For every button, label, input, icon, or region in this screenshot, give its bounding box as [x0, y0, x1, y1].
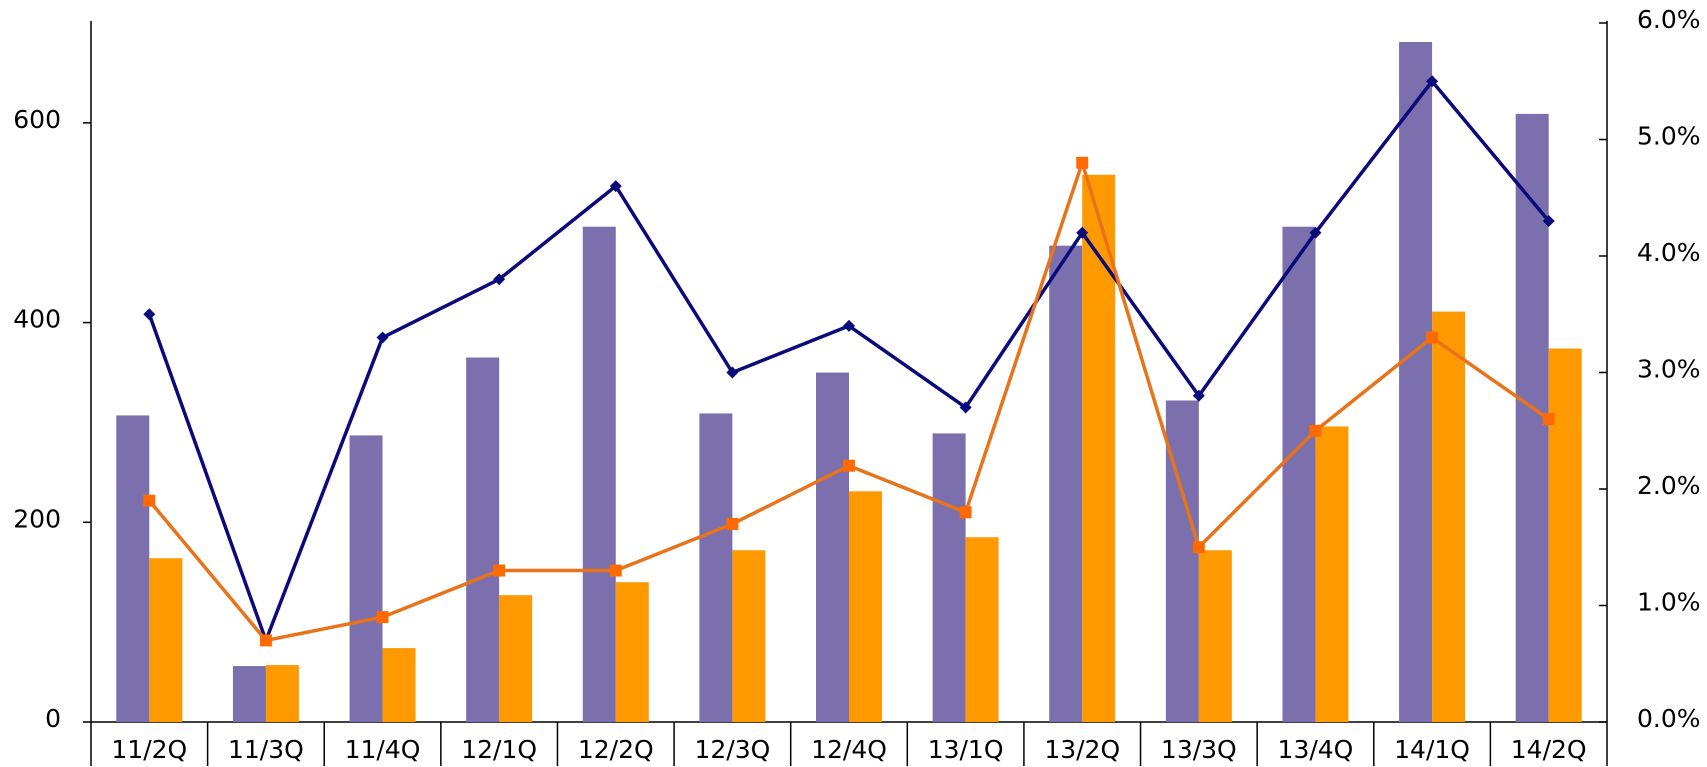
line-marker: [726, 366, 739, 379]
bar: [1432, 311, 1466, 722]
line-marker: [1076, 156, 1089, 169]
bar: [699, 413, 733, 722]
bar: [1198, 550, 1232, 722]
line-marker: [1542, 215, 1555, 228]
x-tick-label: 11/3Q: [228, 735, 304, 764]
line-marker: [1309, 424, 1322, 437]
y2-tick-label: 6.0%: [1637, 5, 1701, 34]
bar: [849, 491, 882, 722]
x-tick-label: 14/1Q: [1394, 735, 1470, 764]
line-marker: [376, 611, 389, 624]
line-marker: [143, 494, 156, 507]
bar: [232, 666, 266, 722]
bar: [382, 648, 416, 722]
line-marker: [843, 319, 855, 332]
bar: [1165, 400, 1199, 722]
bar: [265, 665, 299, 722]
y-tick-label: 600: [13, 105, 61, 134]
line-marker: [376, 331, 389, 344]
x-tick-label: 13/3Q: [1161, 735, 1237, 764]
bar: [615, 582, 649, 722]
x-tick-label: 13/2Q: [1044, 735, 1120, 764]
line-marker: [959, 401, 972, 414]
bar: [965, 537, 999, 722]
y2-tick-label: 5.0%: [1637, 122, 1701, 151]
line-marker: [143, 308, 156, 321]
y-tick-label: 200: [13, 504, 61, 533]
bar: [932, 433, 966, 722]
x-tick-label: 12/1Q: [461, 735, 537, 764]
bar: [1548, 348, 1582, 722]
line-marker: [726, 517, 739, 530]
line-marker: [1076, 226, 1089, 239]
line-marker: [1192, 541, 1205, 554]
bar: [116, 415, 150, 722]
x-tick-label: 13/4Q: [1278, 735, 1354, 764]
x-tick-label: 11/2Q: [111, 735, 187, 764]
bar: [349, 435, 383, 722]
line-marker: [1426, 75, 1439, 88]
y-tick-label: 400: [13, 305, 61, 334]
line-marker: [493, 564, 506, 577]
bar: [732, 550, 766, 722]
line-marker: [1309, 226, 1322, 239]
line-marker: [959, 506, 972, 519]
bar: [1082, 174, 1116, 723]
y2-tick-label: 0.0%: [1637, 704, 1701, 733]
line-marker: [259, 634, 272, 647]
bar: [1049, 245, 1083, 722]
x-tick-label: 13/1Q: [928, 735, 1004, 764]
y2-tick-label: 2.0%: [1637, 471, 1701, 500]
x-tick-label: 11/4Q: [345, 735, 421, 764]
y-tick-label: 0: [45, 704, 61, 733]
bar: [499, 595, 533, 722]
y2-tick-label: 3.0%: [1637, 355, 1701, 384]
x-tick-label: 12/3Q: [694, 735, 770, 764]
y2-tick-label: 4.0%: [1637, 238, 1701, 267]
bar: [1399, 41, 1433, 723]
line-marker: [493, 273, 506, 286]
line-marker: [1192, 389, 1205, 402]
bar: [816, 372, 849, 722]
bar: [1315, 426, 1349, 722]
y2-tick-label: 1.0%: [1637, 588, 1701, 617]
line-marker: [609, 564, 622, 577]
bar: [582, 226, 616, 723]
line-marker: [1542, 413, 1555, 426]
bar: [1282, 226, 1316, 723]
x-tick-label: 14/2Q: [1511, 735, 1587, 764]
line-marker: [843, 459, 855, 472]
bar: [149, 558, 183, 722]
line-marker: [609, 180, 622, 193]
line-marker: [1426, 331, 1439, 344]
x-tick-label: 12/2Q: [578, 735, 654, 764]
bar: [466, 357, 500, 722]
x-tick-label: 12/4Q: [811, 735, 887, 764]
